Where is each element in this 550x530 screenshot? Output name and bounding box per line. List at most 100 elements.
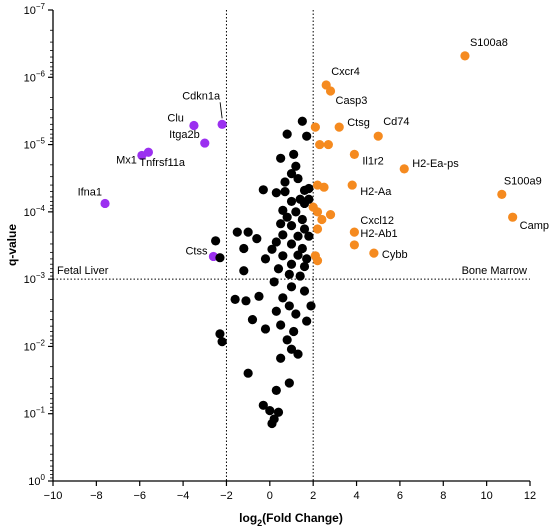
data-point [211, 236, 221, 246]
data-point [273, 264, 284, 274]
data-point [265, 406, 275, 416]
x-tick-label: −10 [44, 490, 63, 502]
data-point [215, 329, 225, 339]
data-point [278, 230, 288, 240]
data-point [304, 231, 314, 241]
point-label: Mx1 [116, 154, 137, 166]
data-point [276, 320, 286, 330]
data-point [282, 212, 292, 222]
y-tick-label: 10−2 [24, 338, 46, 353]
data-point [260, 324, 271, 334]
point-label: Camp [520, 220, 549, 232]
y-tick-label: 10−5 [24, 137, 46, 152]
data-point [267, 418, 277, 429]
data-point [239, 243, 249, 254]
point-label: Ifna1 [78, 186, 102, 198]
data-point [293, 349, 303, 359]
data-point [247, 315, 258, 325]
x-tick-label: −8 [90, 490, 103, 502]
data-point [271, 306, 281, 316]
region-label-left: Fetal Liver [57, 265, 109, 277]
data-point [349, 149, 359, 160]
data-point [286, 196, 297, 207]
data-point [276, 153, 286, 163]
y-tick-label: 10−1 [24, 406, 46, 421]
data-point [347, 180, 357, 190]
data-point [349, 227, 359, 237]
data-point [286, 168, 297, 179]
data-point [302, 131, 312, 141]
data-point [291, 207, 301, 217]
point-label: Cxcl12 [360, 215, 394, 227]
data-point [232, 227, 242, 237]
data-point [312, 207, 323, 217]
data-point [278, 293, 288, 303]
data-point [291, 309, 301, 319]
point-label: Tnfrsf11a [139, 157, 186, 169]
data-point [497, 189, 507, 199]
data-point [280, 187, 290, 197]
point-label: H2-Aa [360, 186, 392, 198]
point-label: H2-Ab1 [360, 228, 397, 240]
data-point [217, 119, 227, 129]
point-label: H2-Ea-ps [412, 158, 459, 170]
data-point [267, 244, 277, 254]
data-point [508, 212, 518, 222]
point-label: Clu [167, 112, 184, 124]
data-point [284, 378, 294, 388]
data-point [302, 254, 312, 264]
data-point [280, 177, 290, 187]
data-point [310, 122, 320, 132]
point-label: Itga2b [169, 129, 200, 141]
data-point [284, 301, 294, 311]
data-point [230, 294, 240, 304]
data-point [273, 407, 284, 417]
data-point [302, 316, 312, 326]
data-point [282, 129, 292, 139]
data-point [269, 277, 279, 287]
x-axis-title-subscript: 2 [257, 518, 262, 528]
data-point [137, 150, 147, 161]
data-point [291, 161, 301, 171]
data-point [297, 214, 307, 225]
data-point [217, 337, 227, 347]
data-point [239, 266, 249, 276]
data-point [200, 138, 210, 148]
x-tick-label: −6 [133, 490, 146, 502]
point-label: Cybb [382, 249, 408, 261]
data-point [293, 173, 303, 184]
data-point [243, 227, 253, 237]
data-point [319, 182, 329, 192]
data-points [100, 51, 518, 429]
data-point [369, 248, 379, 258]
data-point [271, 385, 281, 395]
data-point [289, 149, 299, 160]
data-point [258, 400, 268, 410]
data-point [260, 254, 271, 264]
data-point [293, 250, 303, 260]
x-tick-label: −2 [220, 490, 233, 502]
data-point [312, 255, 323, 266]
data-point [241, 296, 251, 306]
point-label: Cdkn1a [182, 90, 221, 102]
y-axis-title: q-value [5, 224, 19, 266]
x-tick-label: 0 [267, 490, 273, 502]
data-point [258, 185, 268, 195]
data-point [304, 183, 314, 194]
data-point [286, 239, 297, 249]
axes: −10 −8 −6 −4 −2 0 2 4 6 8 10 12 100 10−1 10−2 10−3 10−4 1… [24, 2, 537, 502]
data-point [297, 243, 307, 254]
data-point [299, 224, 310, 234]
x-tick-label: 8 [440, 490, 446, 502]
data-point [271, 237, 281, 247]
x-tick-label: 2 [310, 490, 316, 502]
data-point [317, 214, 327, 225]
data-point [189, 120, 199, 131]
data-point [323, 139, 333, 150]
x-axis-title: log2(Fold Change) [239, 511, 343, 528]
data-point [278, 251, 288, 261]
y-tick-label: 10−7 [24, 2, 46, 17]
data-point [286, 220, 297, 231]
data-point [286, 344, 297, 354]
data-point [215, 253, 225, 263]
